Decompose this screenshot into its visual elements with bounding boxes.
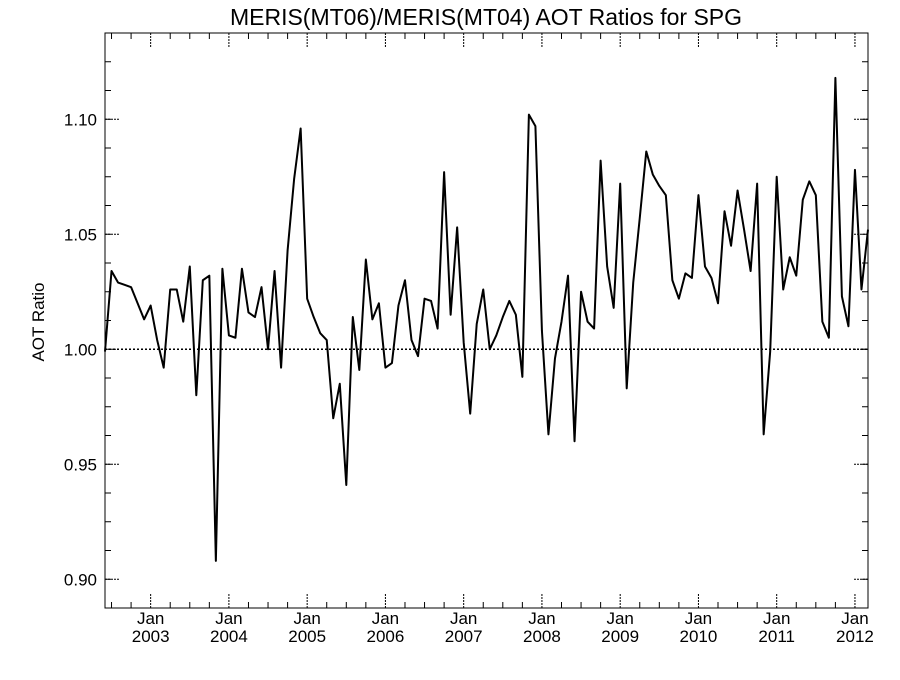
x-tick-month-label: Jan	[763, 609, 790, 628]
x-tick-year-label: 2005	[288, 627, 326, 646]
x-tick-year-label: 2008	[523, 627, 561, 646]
x-tick-month-label: Jan	[215, 609, 242, 628]
y-tick-label: 1.00	[64, 340, 97, 359]
x-tick-year-label: 2006	[367, 627, 405, 646]
x-tick-year-label: 2012	[836, 627, 874, 646]
x-tick-year-label: 2010	[680, 627, 718, 646]
x-tick-month-label: Jan	[137, 609, 164, 628]
chart-title: MERIS(MT06)/MERIS(MT04) AOT Ratios for S…	[230, 4, 742, 30]
x-tick-year-label: 2011	[758, 627, 795, 646]
x-tick-year-label: 2009	[601, 627, 639, 646]
x-tick-month-label: Jan	[685, 609, 712, 628]
x-tick-month-label: Jan	[606, 609, 633, 628]
x-tick-month-label: Jan	[293, 609, 320, 628]
y-tick-label: 1.10	[64, 110, 97, 129]
x-tick-month-label: Jan	[528, 609, 555, 628]
x-tick-year-label: 2004	[210, 627, 248, 646]
y-tick-label: 1.05	[64, 225, 97, 244]
x-tick-year-label: 2007	[445, 627, 483, 646]
x-tick-month-label: Jan	[372, 609, 399, 628]
series-line	[104, 76, 869, 562]
series-layer	[104, 76, 869, 562]
x-tick-year-label: 2003	[132, 627, 170, 646]
x-tick-month-label: Jan	[450, 609, 477, 628]
y-axis-label: AOT Ratio	[29, 282, 48, 361]
x-tick-month-label: Jan	[841, 609, 868, 628]
x-axis: Jan2003Jan2004Jan2005Jan2006Jan2007Jan20…	[111, 33, 874, 646]
y-tick-label: 0.95	[64, 455, 97, 474]
y-tick-label: 0.90	[64, 570, 97, 589]
y-axis: 0.90 0.95 1.00 1.05 1.10	[64, 32, 868, 609]
